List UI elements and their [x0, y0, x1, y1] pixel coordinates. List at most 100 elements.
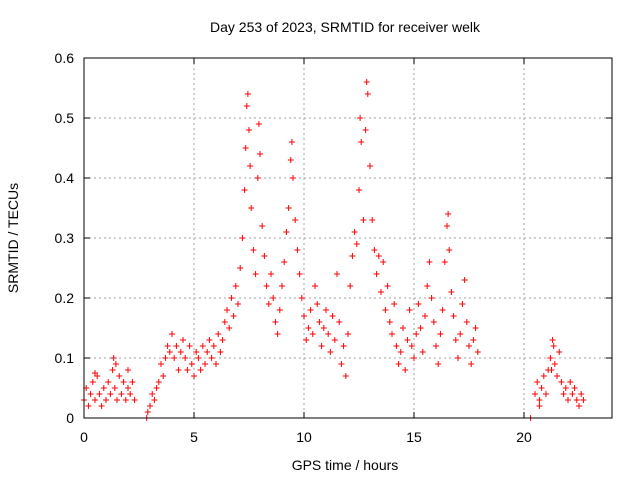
- data-point: [228, 295, 235, 301]
- data-point: [371, 247, 378, 253]
- data-point: [169, 331, 175, 337]
- data-point: [307, 307, 314, 313]
- data-point: [550, 343, 557, 349]
- data-point: [455, 355, 461, 361]
- data-point: [206, 337, 213, 343]
- data-point: [197, 367, 204, 373]
- data-point: [548, 367, 555, 373]
- data-point: [536, 397, 543, 403]
- data-point: [395, 361, 402, 367]
- data-point: [217, 349, 224, 355]
- data-point: [270, 295, 277, 301]
- data-point: [242, 145, 249, 151]
- data-point: [543, 391, 549, 397]
- data-point: [448, 289, 455, 295]
- data-point: [288, 139, 295, 145]
- data-point: [177, 349, 184, 355]
- data-point: [129, 379, 136, 385]
- data-point: [195, 355, 202, 361]
- data-point: [549, 337, 556, 343]
- data-point: [204, 349, 211, 355]
- data-point: [406, 307, 413, 313]
- data-point: [89, 379, 96, 385]
- data-point: [446, 247, 453, 253]
- y-tick-label: 0.2: [55, 290, 75, 306]
- data-point: [208, 355, 215, 361]
- data-point: [461, 277, 468, 283]
- data-point: [180, 337, 186, 343]
- data-point: [268, 271, 274, 277]
- data-point: [345, 331, 351, 337]
- x-tick-label: 0: [80, 429, 88, 445]
- data-point: [85, 403, 92, 409]
- data-point: [112, 361, 119, 367]
- data-point: [184, 367, 191, 373]
- data-point: [182, 355, 189, 361]
- data-point: [149, 391, 156, 397]
- data-point: [239, 235, 246, 241]
- data-point: [580, 397, 587, 403]
- data-point: [116, 373, 123, 379]
- data-point: [274, 331, 281, 337]
- data-point: [166, 349, 173, 355]
- data-point: [309, 331, 316, 337]
- data-point: [114, 397, 120, 403]
- data-point: [107, 391, 114, 397]
- data-point: [433, 343, 439, 349]
- data-point: [567, 379, 574, 385]
- data-point: [100, 385, 107, 391]
- data-point: [230, 313, 237, 319]
- data-point: [356, 187, 362, 193]
- data-point: [276, 307, 283, 313]
- data-point: [363, 79, 370, 85]
- data-point: [558, 379, 565, 385]
- y-tick-label: 0: [66, 410, 74, 426]
- x-tick-label: 10: [296, 429, 312, 445]
- data-point: [175, 367, 182, 373]
- data-point: [357, 115, 364, 121]
- data-point: [265, 301, 272, 307]
- data-point: [353, 241, 360, 247]
- data-point: [560, 391, 567, 397]
- data-point: [389, 331, 395, 337]
- data-point: [373, 271, 380, 277]
- data-point: [402, 367, 409, 373]
- data-point: [193, 349, 200, 355]
- data-point: [391, 301, 398, 307]
- data-point: [367, 163, 373, 169]
- data-point: [232, 283, 239, 289]
- y-tick-label: 0.5: [55, 110, 75, 126]
- data-point: [459, 301, 466, 307]
- data-point: [576, 403, 582, 409]
- data-point: [98, 403, 105, 409]
- data-point: [472, 325, 479, 331]
- data-point: [92, 370, 98, 376]
- data-point: [219, 337, 226, 343]
- data-point: [292, 217, 299, 223]
- data-point: [290, 175, 296, 181]
- data-point: [329, 313, 336, 319]
- data-point: [213, 361, 219, 367]
- data-point: [210, 343, 217, 349]
- axis-tick-labels: 0 0.1 0.2 0.3 0.4 0.5 0.6 0 5 10 15 20: [55, 50, 532, 445]
- data-point: [445, 211, 452, 217]
- data-point: [393, 343, 400, 349]
- data-point: [439, 307, 446, 313]
- data-point: [283, 229, 290, 235]
- data-point: [360, 217, 367, 223]
- data-point: [397, 349, 404, 355]
- data-point: [327, 349, 334, 355]
- data-point: [285, 205, 292, 211]
- y-tick-label: 0.1: [55, 350, 75, 366]
- y-tick-label: 0.4: [55, 170, 75, 186]
- data-point: [450, 313, 457, 319]
- data-point: [301, 313, 307, 319]
- data-point: [320, 325, 327, 331]
- data-point: [364, 91, 371, 97]
- data-point: [444, 223, 450, 229]
- data-point: [422, 313, 428, 319]
- data-point: [120, 379, 127, 385]
- data-point: [298, 295, 305, 301]
- data-point: [118, 391, 125, 397]
